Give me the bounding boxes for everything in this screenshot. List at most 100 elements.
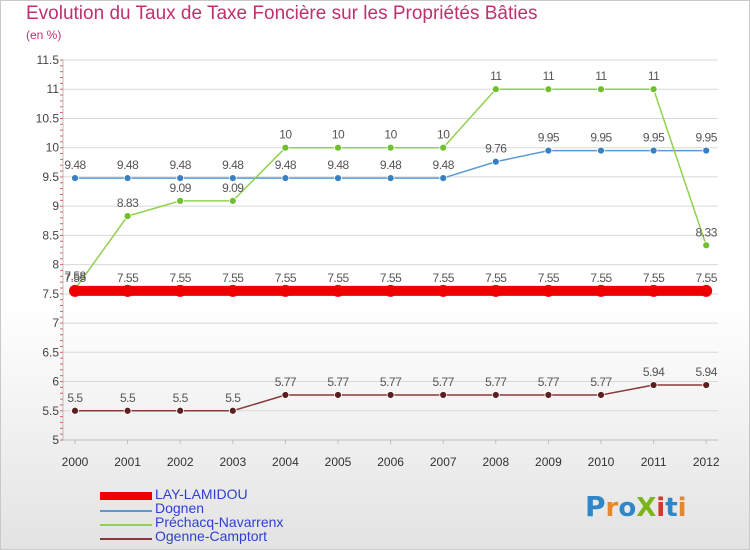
data-point — [597, 85, 605, 94]
data-point — [649, 85, 658, 94]
data-label: 7.55 — [643, 271, 665, 285]
data-label: 9.09 — [170, 181, 192, 195]
data-label: 9.48 — [222, 158, 244, 172]
chart-title: Evolution du Taux de Taxe Foncière sur l… — [26, 3, 538, 24]
data-point — [702, 241, 711, 250]
legend-label: Préchacq-Navarrenx — [155, 514, 284, 530]
y-tick-label: 10.5 — [36, 111, 60, 125]
data-label: 8.33 — [696, 225, 718, 239]
x-tick-label: 2001 — [114, 455, 141, 469]
data-point — [386, 391, 395, 399]
logo-letter: r — [605, 493, 619, 523]
data-point — [439, 391, 448, 399]
data-label: 10 — [279, 128, 292, 142]
data-point — [176, 174, 185, 182]
data-label: 10 — [332, 128, 345, 142]
data-label: 7.55 — [696, 271, 718, 285]
logo-letter: P — [585, 490, 606, 523]
data-point — [649, 381, 658, 389]
legend-label: LAY-LAMIDOU — [155, 486, 248, 502]
data-label: 5.77 — [433, 375, 455, 389]
data-label: 9.48 — [117, 158, 139, 172]
data-label: 9.76 — [485, 142, 507, 156]
legend-swatch — [100, 510, 152, 512]
x-tick-label: 2003 — [219, 455, 246, 469]
data-point — [700, 284, 713, 297]
logo-letter: t — [665, 493, 678, 523]
data-point — [544, 85, 553, 94]
x-tick-label: 2005 — [325, 455, 352, 469]
y-tick-label: 8 — [52, 258, 59, 272]
data-label: 5.77 — [380, 375, 402, 389]
x-tick-label: 2007 — [430, 455, 457, 469]
data-label: 5.77 — [590, 375, 612, 389]
logo-letter: i — [677, 493, 687, 523]
data-point — [123, 212, 132, 220]
data-label: 11 — [490, 69, 502, 83]
legend-swatch — [100, 538, 152, 540]
data-point — [702, 381, 711, 389]
data-label: 9.48 — [64, 158, 86, 172]
y-tick-label: 5.5 — [42, 404, 59, 418]
legend-swatch — [100, 492, 152, 500]
data-point — [386, 174, 395, 182]
chart-subtitle: (en %) — [26, 28, 62, 42]
data-label: 7.55 — [327, 271, 349, 285]
data-point — [69, 284, 81, 297]
data-label: 7.55 — [380, 271, 402, 285]
data-point — [332, 284, 344, 297]
x-tick-label: 2004 — [272, 455, 299, 469]
y-tick-label: 11 — [47, 82, 60, 96]
data-point — [647, 284, 660, 297]
data-label: 7.58 — [64, 269, 86, 283]
data-point — [279, 284, 292, 297]
data-point — [386, 143, 395, 152]
data-point — [489, 284, 502, 297]
y-tick-label: 7 — [52, 316, 59, 330]
y-tick-label: 11.5 — [37, 53, 60, 67]
logo-letter: i — [656, 493, 666, 523]
data-label: 7.55 — [117, 271, 139, 285]
data-label: 7.55 — [538, 271, 560, 285]
data-label: 5.5 — [173, 391, 189, 405]
y-tick-label: 10 — [46, 141, 60, 155]
y-tick-label: 9.5 — [42, 170, 59, 184]
data-point — [123, 406, 132, 415]
data-label: 9.95 — [590, 131, 612, 145]
data-label: 11 — [543, 69, 555, 83]
data-point — [597, 146, 605, 155]
x-tick-label: 2000 — [62, 455, 89, 469]
y-tick-label: 9 — [52, 199, 59, 213]
data-label: 11 — [648, 69, 660, 83]
data-label: 7.55 — [433, 271, 455, 285]
proxiti-logo: ProXiti — [585, 490, 687, 523]
data-point — [174, 284, 187, 297]
y-tick-label: 7.5 — [42, 287, 59, 301]
x-tick-label: 2012 — [693, 455, 720, 469]
data-point — [439, 143, 448, 152]
data-point — [121, 284, 134, 297]
logo-letter: X — [636, 493, 657, 523]
data-label: 11 — [595, 69, 607, 83]
data-label: 5.77 — [485, 375, 507, 389]
data-point — [176, 196, 185, 205]
data-label: 7.55 — [485, 271, 507, 285]
data-point — [491, 157, 500, 166]
data-label: 7.55 — [222, 271, 244, 285]
data-point — [702, 146, 711, 155]
data-point — [71, 174, 79, 182]
y-tick-label: 6.5 — [42, 345, 59, 359]
legend-label: Ogenne-Camptort — [155, 528, 268, 544]
data-point — [491, 85, 500, 94]
data-point — [334, 391, 342, 399]
data-point — [649, 146, 658, 155]
data-label: 9.48 — [433, 158, 455, 172]
data-label: 9.95 — [538, 131, 560, 145]
data-label: 5.94 — [696, 365, 718, 379]
data-label: 5.5 — [120, 391, 136, 405]
x-tick-label: 2006 — [377, 455, 404, 469]
data-label: 9.48 — [327, 158, 349, 172]
data-label: 8.83 — [117, 196, 139, 210]
